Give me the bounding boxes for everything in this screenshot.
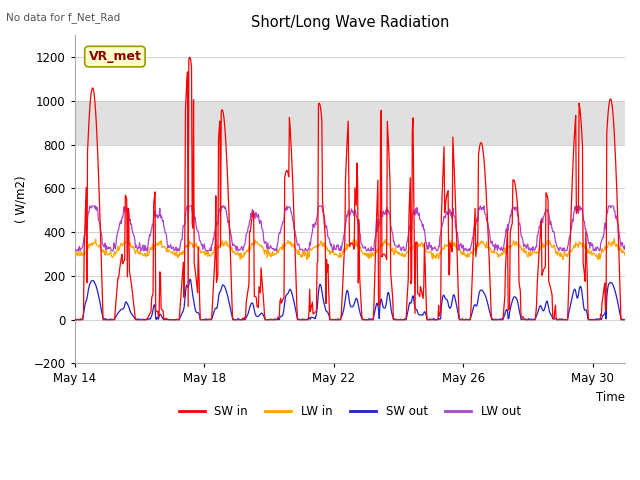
Bar <box>75 101 625 144</box>
Text: No data for f_Net_Rad: No data for f_Net_Rad <box>6 12 121 23</box>
Title: Short/Long Wave Radiation: Short/Long Wave Radiation <box>251 15 449 30</box>
X-axis label: Time: Time <box>596 391 625 404</box>
Text: VR_met: VR_met <box>88 50 141 63</box>
Y-axis label: ( W/m2): ( W/m2) <box>15 176 28 223</box>
Legend: SW in, LW in, SW out, LW out: SW in, LW in, SW out, LW out <box>174 401 525 423</box>
